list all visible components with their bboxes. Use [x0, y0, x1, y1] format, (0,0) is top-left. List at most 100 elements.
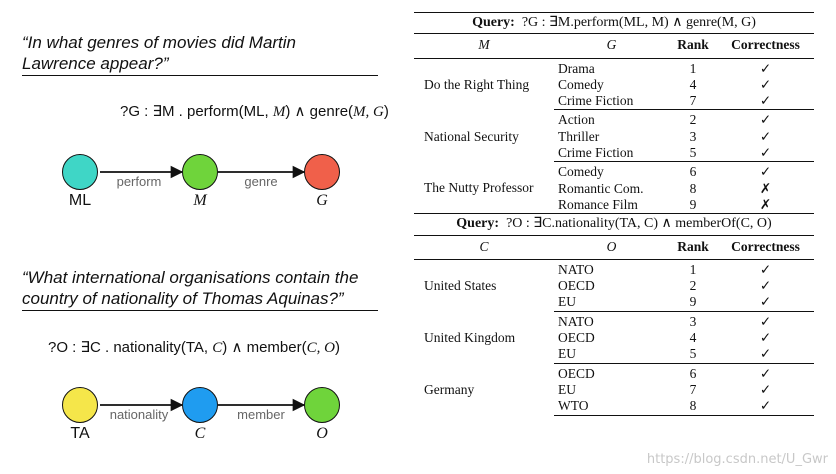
answer-cell: OECD: [558, 278, 595, 294]
answer-cell: Comedy: [558, 76, 604, 92]
rank-cell: 1: [689, 261, 697, 277]
question-2-line-1: “What international organisations contai…: [22, 268, 359, 287]
query-graph-1: perform genre ML M G: [40, 148, 400, 238]
rank-cell: 6: [689, 164, 697, 180]
formula-2-relation-1: nationality(TA,: [113, 339, 209, 356]
header-entity: C: [414, 235, 554, 260]
header-row-2: C O Rank Correctness: [414, 235, 814, 260]
table-row: National Security Action 2 ✓: [414, 110, 814, 143]
table-row: OECD 4 ✓: [414, 330, 814, 346]
rank-cell: 5: [669, 346, 717, 364]
formula-1-prefix: ?G : ∃M .: [120, 103, 187, 120]
formula-2-var-1: C: [212, 340, 223, 356]
correctness-cell: ✓: [759, 128, 772, 144]
query-text-2: ?O : ∃C.nationality(TA, C) ∧ memberOf(C,…: [506, 216, 772, 232]
entity-cell: Do the Right Thing: [424, 77, 530, 93]
rank-cell: 3: [689, 313, 697, 329]
correctness-cell: ✓: [759, 76, 772, 92]
header-correctness: Correctness: [717, 33, 814, 59]
query-row-1: Query: ?G : ∃M.perform(ML, M) ∧ genre(M,…: [414, 11, 814, 35]
question-1: “In what genres of movies did Martin Law…: [22, 32, 296, 74]
rank-cell: 8: [669, 398, 717, 416]
correctness-cell: ✓: [717, 398, 814, 416]
rank-cell: 2: [689, 278, 697, 294]
table-row: Do the Right Thing Drama 1 ✓: [414, 58, 814, 93]
table-row: Thriller 3 ✓: [414, 129, 814, 145]
header-answer: G: [554, 33, 669, 59]
table-row: Comedy 4 ✓: [414, 77, 814, 93]
table-row: Romance Film 9 ✗: [414, 196, 814, 215]
correctness-cell: ✓: [717, 145, 814, 163]
question-2-line-2: country of nationality of Thomas Aquinas…: [22, 289, 344, 308]
rank-cell: 6: [689, 365, 697, 381]
table-row: Romantic Com. 8 ✗: [414, 181, 814, 197]
answer-cell: Thriller: [558, 128, 600, 144]
node-C: [182, 387, 218, 423]
rank-cell: 4: [689, 330, 697, 346]
query-text-1: ?G : ∃M.perform(ML, M) ∧ genre(M, G): [521, 15, 756, 30]
answer-cell: Romantic Com.: [558, 180, 644, 196]
rank-cell: 3: [689, 128, 697, 144]
table-row: EU 7 ✓: [414, 382, 814, 398]
formula-2: ?O : ∃C . nationality(TA, C) ∧ member(C,…: [48, 338, 340, 357]
node-TA: [62, 387, 98, 423]
header-rank: Rank: [669, 33, 717, 59]
answer-cell: Crime Fiction: [554, 93, 669, 111]
question-2: “What international organisations contai…: [22, 267, 358, 309]
formula-2-end: ): [334, 339, 340, 356]
correctness-cell: ✓: [759, 278, 772, 294]
rank-cell: 8: [689, 180, 697, 196]
entity-cell: United States: [424, 278, 497, 294]
watermark: https://blog.csdn.net/U_Gwr: [646, 452, 828, 467]
formula-1-mid: ) ∧ genre(: [285, 103, 354, 120]
correctness-cell: ✓: [759, 164, 772, 180]
table-row: Crime Fiction 7 ✓: [414, 93, 814, 111]
table-1-body: Query: ?G : ∃M.perform(ML, M) ∧ genre(M,…: [414, 11, 814, 215]
table-row: OECD 2 ✓: [414, 278, 814, 294]
edge-label-member: member: [237, 407, 285, 422]
formula-2-prefix: ?O : ∃C .: [48, 339, 114, 356]
table-row: Germany OECD 6 ✓: [414, 363, 814, 397]
correctness-cell: ✓: [717, 93, 814, 111]
node-label-TA: TA: [70, 425, 90, 442]
edge-label-nationality: nationality: [109, 407, 169, 422]
edge-label-perform: perform: [116, 174, 162, 189]
table-2-body: Query: ?O : ∃C.nationality(TA, C) ∧ memb…: [414, 213, 814, 416]
correctness-cell: ✓: [759, 313, 772, 329]
node-O: [304, 387, 340, 423]
answer-cell: NATO: [558, 261, 594, 277]
results-table: Query: ?G : ∃M.perform(ML, M) ∧ genre(M,…: [414, 11, 814, 416]
answer-cell: Romance Film: [554, 196, 669, 215]
answer-cell: EU: [554, 294, 669, 312]
rank-cell: 4: [689, 76, 697, 92]
table-row: EU 9 ✓: [414, 294, 814, 312]
formula-1-var-1: M: [272, 104, 286, 120]
node-label-C: C: [194, 425, 206, 442]
table-row: United States NATO 1 ✓: [414, 259, 814, 294]
header-entity: M: [414, 33, 554, 59]
node-M: [182, 154, 218, 190]
answer-cell: EU: [558, 381, 576, 397]
node-label-ML: ML: [68, 192, 92, 209]
correctness-cell: ✓: [717, 346, 814, 364]
table-row: Crime Fiction 5 ✓: [414, 145, 814, 163]
formula-2-var-2: C, O: [306, 340, 335, 356]
correctness-cell: ✓: [759, 112, 772, 128]
correctness-cell: ✓: [717, 294, 814, 312]
question-1-line-1: “In what genres of movies did Martin: [22, 33, 297, 52]
answer-cell: OECD: [558, 330, 595, 346]
divider: [22, 310, 378, 311]
formula-1-end: ): [383, 103, 389, 120]
entity-cell: National Security: [424, 128, 519, 144]
node-label-M: M: [193, 192, 207, 209]
rank-cell: 9: [669, 196, 717, 215]
answer-cell: Drama: [558, 60, 595, 76]
node-label-O: O: [316, 425, 328, 442]
rank-cell: 1: [689, 60, 697, 76]
correctness-cell: ✓: [759, 60, 772, 76]
formula-2-mid: ) ∧ member(: [222, 339, 307, 356]
rank-cell: 2: [689, 112, 697, 128]
rank-cell: 5: [669, 145, 717, 163]
answer-cell: OECD: [558, 365, 595, 381]
answer-cell: Comedy: [558, 164, 604, 180]
